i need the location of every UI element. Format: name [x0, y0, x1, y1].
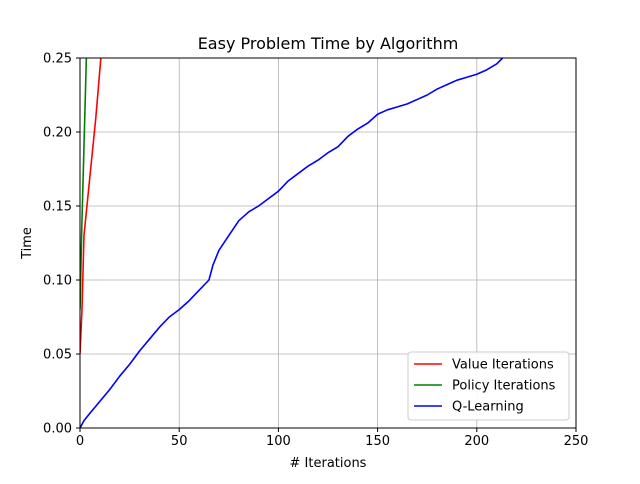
y-tick-label-0: 0.00: [43, 422, 72, 437]
x-tick-label-1: 50: [171, 434, 188, 449]
legend-label-1: Policy Iterations: [452, 379, 556, 394]
x-tick-label-2: 100: [266, 434, 291, 449]
y-axis-label: Time: [20, 227, 35, 260]
x-tick-label-3: 150: [365, 434, 390, 449]
x-axis-label: # Iterations: [290, 456, 367, 471]
series-line-0: [80, 58, 102, 355]
axes-border: [79, 57, 577, 429]
series-line-2: [80, 58, 504, 428]
x-tick-label-0: 0: [76, 434, 84, 449]
legend: Value Iterations Policy Iterations Q-Learn…: [407, 351, 570, 421]
chart-title: Easy Problem Time by Algorithm: [198, 34, 459, 53]
series-line-1: [80, 58, 88, 310]
y-tick-label-2: 0.10: [43, 274, 72, 289]
y-tick-label-3: 0.15: [43, 200, 72, 215]
x-tick-label-4: 200: [464, 434, 489, 449]
y-tick-label-5: 0.25: [43, 52, 72, 67]
series-layer: [80, 58, 504, 428]
legend-box: [407, 351, 570, 421]
x-axis-ticks: 0 50 100 150 200 250: [76, 428, 589, 449]
y-tick-label-1: 0.05: [43, 348, 72, 363]
x-tick-label-5: 250: [564, 434, 589, 449]
y-tick-label-4: 0.20: [43, 126, 72, 141]
legend-label-2: Q-Learning: [452, 400, 524, 415]
axes-frame: [79, 57, 577, 429]
y-axis-ticks: 0.00 0.05 0.10 0.15 0.20 0.25: [43, 52, 80, 437]
legend-label-0: Value Iterations: [452, 358, 554, 373]
